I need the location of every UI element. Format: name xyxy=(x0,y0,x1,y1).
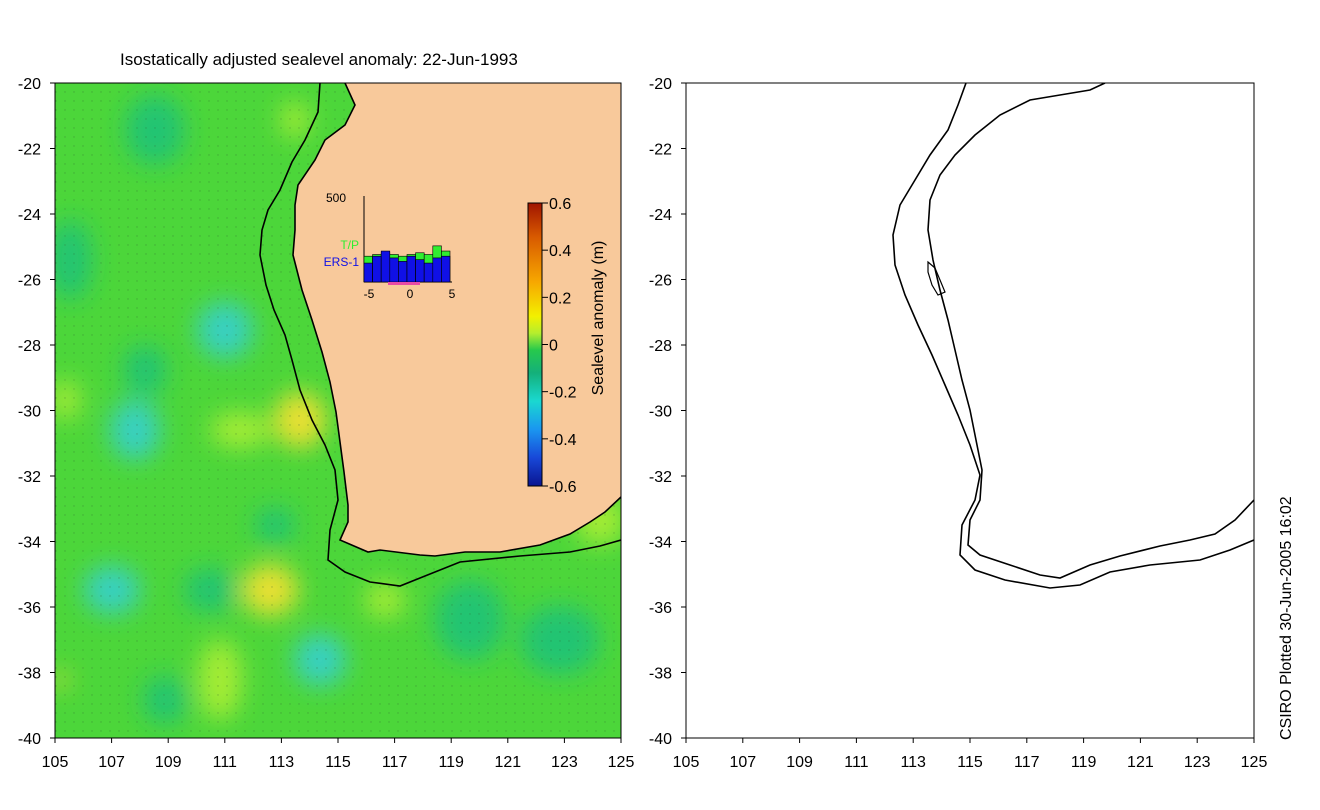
colorbar-label: Sealevel anomaly (m) xyxy=(590,241,607,396)
x-tick-label: 109 xyxy=(786,754,813,771)
y-tick-label: -38 xyxy=(18,666,41,683)
inset-day-marker xyxy=(388,282,420,285)
ers1-bar xyxy=(423,262,434,283)
shelf-contour xyxy=(259,83,621,587)
x-tick-label: 105 xyxy=(42,754,69,771)
y-tick-label: -36 xyxy=(649,600,672,617)
y-tick-label: -28 xyxy=(18,338,41,355)
x-tick-label: 111 xyxy=(213,754,237,771)
x-tick-label: 125 xyxy=(1241,754,1268,771)
colorbar-tick-label: -0.6 xyxy=(549,479,577,496)
ers1-bar xyxy=(441,255,451,283)
ers1-bar xyxy=(380,250,391,283)
colorbar-tick-label: 0.4 xyxy=(549,243,571,260)
x-tick-label: 115 xyxy=(957,754,983,771)
x-tick-label: 119 xyxy=(1071,754,1097,771)
x-tick-label: 111 xyxy=(844,754,868,771)
coastline xyxy=(292,83,621,557)
ers1-bar xyxy=(415,259,425,283)
y-tick-label: -40 xyxy=(18,731,41,748)
y-tick-label: -38 xyxy=(649,666,672,683)
x-tick-label: 123 xyxy=(551,754,578,771)
ers1-bar xyxy=(363,262,373,283)
colorbar-gradient xyxy=(527,202,543,487)
y-tick-label: -34 xyxy=(649,535,672,552)
colorbar: 0.6 0.4 0.2 0 -0.2 -0.4 -0.6 Sealevel anomaly … xyxy=(527,196,607,496)
right-island xyxy=(927,260,946,296)
legend-ers1: ERS-1 xyxy=(324,255,360,269)
x-tick-label: 117 xyxy=(1014,754,1040,771)
y-tick-label: -32 xyxy=(18,469,41,486)
inset-xtick-label: 0 xyxy=(407,287,414,301)
x-tick-label: 113 xyxy=(269,754,295,771)
map-title: Isostatically adjusted sealevel anomaly:… xyxy=(120,50,518,69)
x-tick-label: 115 xyxy=(325,754,351,771)
y-tick-label: -20 xyxy=(18,76,41,93)
y-tick-label: -34 xyxy=(18,535,41,552)
y-tick-label: -24 xyxy=(649,207,672,224)
x-tick-label: 123 xyxy=(1184,754,1211,771)
y-tick-label: -32 xyxy=(649,469,672,486)
x-tick-label: 107 xyxy=(729,754,756,771)
right-axis-ticks: 105 107 109 111 113 115 117 119 121 123 125 -20 -22 -… xyxy=(649,76,1268,771)
ers1-bar xyxy=(432,257,442,283)
x-tick-label: 105 xyxy=(673,754,700,771)
y-tick-label: -28 xyxy=(649,338,672,355)
inset-histogram: 500 T/P ERS-1 -5 0 5 xyxy=(324,191,456,301)
y-tick-label: -24 xyxy=(18,207,41,224)
inset-ymax-label: 500 xyxy=(326,191,346,205)
colorbar-tick-label: 0.2 xyxy=(549,290,571,307)
ers1-bar xyxy=(406,255,416,283)
y-tick-label: -26 xyxy=(18,273,41,290)
x-tick-label: 109 xyxy=(155,754,182,771)
x-tick-label: 107 xyxy=(98,754,125,771)
x-tick-label: 113 xyxy=(900,754,926,771)
colorbar-tick-label: -0.4 xyxy=(549,432,577,449)
x-tick-label: 121 xyxy=(494,754,521,771)
colorbar-ticks: 0.6 0.4 0.2 0 -0.2 -0.4 -0.6 xyxy=(542,196,577,496)
colorbar-tick-label: 0.6 xyxy=(549,196,571,213)
left-map-panel xyxy=(55,83,621,738)
right-shelf-contour xyxy=(892,83,1254,589)
ers1-bar xyxy=(389,257,399,283)
colorbar-tick-label: 0 xyxy=(549,338,558,355)
x-tick-label: 121 xyxy=(1127,754,1154,771)
x-tick-label: 125 xyxy=(608,754,635,771)
colorbar-tick-label: -0.2 xyxy=(549,385,577,402)
legend-tp: T/P xyxy=(340,238,359,252)
right-coastline xyxy=(927,83,1254,579)
y-tick-label: -30 xyxy=(18,404,41,421)
y-tick-label: -22 xyxy=(18,142,41,159)
ers1-bar xyxy=(372,255,382,283)
left-axis-ticks: 105 107 109 111 113 115 117 119 121 123 125 -20 -22 -… xyxy=(18,76,635,771)
inset-bars xyxy=(363,245,451,283)
ers1-bar xyxy=(398,261,408,283)
right-map-panel xyxy=(892,83,1254,589)
inset-xtick-label: -5 xyxy=(364,287,375,301)
y-tick-label: -22 xyxy=(649,142,672,159)
credit-text: CSIRO Plotted 30-Jun-2005 16:02 xyxy=(1278,496,1295,740)
y-tick-label: -30 xyxy=(649,404,672,421)
x-tick-label: 119 xyxy=(438,754,464,771)
y-tick-label: -20 xyxy=(649,76,672,93)
inset-xtick-label: 5 xyxy=(449,287,456,301)
y-tick-label: -36 xyxy=(18,600,41,617)
x-tick-label: 117 xyxy=(382,754,408,771)
y-tick-label: -40 xyxy=(649,731,672,748)
y-tick-label: -26 xyxy=(649,273,672,290)
